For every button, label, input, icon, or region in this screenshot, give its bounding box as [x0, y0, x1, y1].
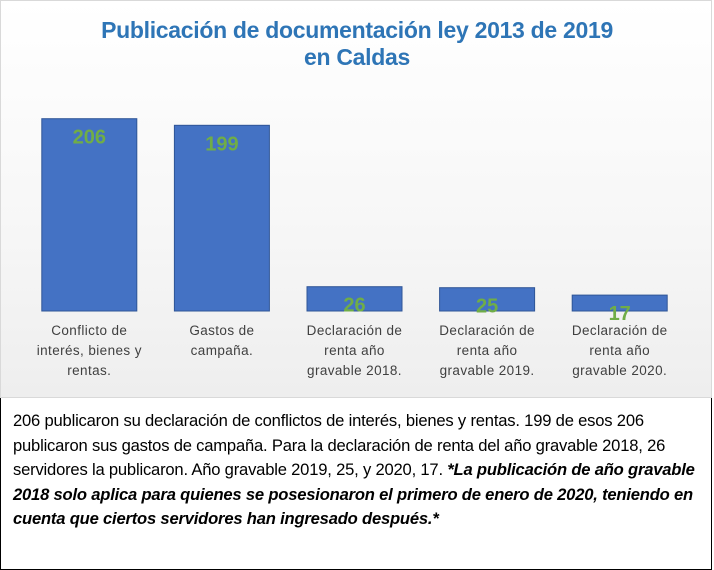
bar-1 [173, 124, 270, 312]
category-label-3-line-1: renta año [456, 343, 518, 358]
category-label-3-line-2: gravable 2019. [439, 363, 535, 378]
category-label-1-line-0: Gastos de [189, 323, 255, 338]
category-label-2: Declaración de renta año gravable 2018. [293, 321, 417, 381]
chart-caption: 206 publicaron su declaración de conflic… [0, 398, 712, 570]
bar-2 [306, 286, 403, 312]
category-label-4-line-0: Declaración de [571, 323, 668, 338]
chart-title-line-2: en Caldas [304, 44, 410, 70]
category-label-1: Gastos de campaña. [160, 321, 284, 361]
data-label-2: 26 [343, 295, 365, 317]
bar-plot: 206 199 26 25 17 [41, 118, 668, 325]
category-label-3: Declaración de renta año gravable 2019. [425, 321, 549, 381]
caption-text: 206 publicaron su declaración de conflic… [13, 411, 666, 479]
chart-title-line-1: Publicación de documentación ley 2013 de… [101, 17, 613, 43]
bar-0 [41, 118, 138, 312]
category-label-0-line-1: interés, bienes y [36, 343, 142, 358]
category-label-4: Declaración de renta año gravable 2020. [558, 321, 682, 381]
data-label-4: 17 [609, 303, 631, 325]
category-label-4-line-1: renta año [589, 343, 651, 358]
category-label-0: Conflicto de interés, bienes y rentas. [27, 321, 151, 381]
data-label-3: 25 [476, 296, 498, 318]
category-label-2-line-2: gravable 2018. [307, 363, 402, 378]
data-label-0: 206 [73, 127, 106, 149]
category-label-1-line-1: campaña. [190, 343, 254, 358]
category-label-2-line-0: Declaración de [306, 323, 403, 338]
category-label-3-line-0: Declaración de [439, 323, 535, 338]
chart-title: Publicación de documentación ley 2013 de… [1, 17, 713, 71]
category-label-0-line-0: Conflicto de [51, 323, 128, 338]
category-label-2-line-1: renta año [324, 343, 385, 358]
category-label-4-line-2: gravable 2020. [572, 363, 668, 378]
caption-note: *La publicación de año gravable 2018 sol… [13, 460, 695, 528]
bar-4 [571, 294, 668, 312]
data-label-1: 199 [205, 133, 238, 155]
bar-3 [439, 287, 536, 312]
category-label-0-line-2: rentas. [67, 363, 112, 378]
chart-panel: Publicación de documentación ley 2013 de… [0, 0, 712, 398]
